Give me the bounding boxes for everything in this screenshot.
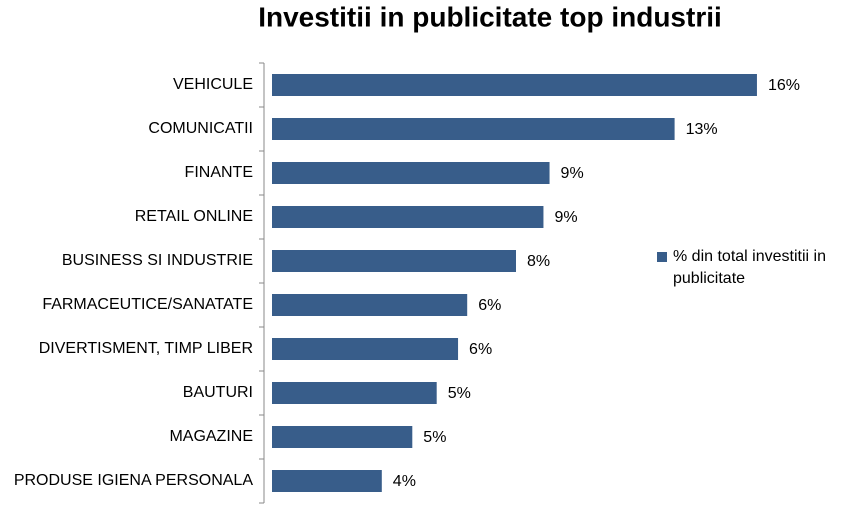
y-tick-label: FINANTE [185, 164, 253, 181]
y-tick-label: RETAIL ONLINE [135, 208, 253, 225]
data-label: 16% [768, 77, 800, 94]
y-tick-label: BUSINESS SI INDUSTRIE [62, 252, 253, 269]
bar [272, 382, 437, 404]
bar [272, 162, 550, 184]
bar [272, 426, 413, 448]
y-tick-label: PRODUSE IGIENA PERSONALA [14, 472, 254, 489]
bar [272, 250, 516, 272]
data-label: 5% [423, 429, 446, 446]
y-tick-label: COMUNICATII [148, 120, 253, 137]
bar [272, 338, 459, 360]
y-tick-label: BAUTURI [183, 384, 253, 401]
data-label: 9% [554, 209, 577, 226]
bar [272, 206, 544, 228]
data-label: 6% [469, 341, 492, 358]
bar [272, 74, 757, 96]
y-tick-label: FARMACEUTICE/SANATATE [42, 296, 253, 313]
data-label: 13% [686, 121, 718, 138]
data-label: 8% [527, 253, 550, 270]
bar [272, 294, 468, 316]
chart-title: Investitii in publicitate top industrii [258, 1, 722, 32]
legend-label: % din total investitii in publicitate [673, 248, 826, 287]
bar [272, 470, 382, 492]
data-label: 9% [561, 165, 584, 182]
legend: % din total investitii in publicitate [657, 246, 862, 290]
data-label: 6% [478, 297, 501, 314]
data-label: 5% [448, 385, 471, 402]
y-tick-label: DIVERTISMENT, TIMP LIBER [39, 340, 253, 357]
bar [272, 118, 675, 140]
y-tick-label: MAGAZINE [169, 428, 253, 445]
y-tick-label: VEHICULE [173, 76, 253, 93]
data-label: 4% [393, 473, 416, 490]
legend-swatch [657, 252, 667, 262]
